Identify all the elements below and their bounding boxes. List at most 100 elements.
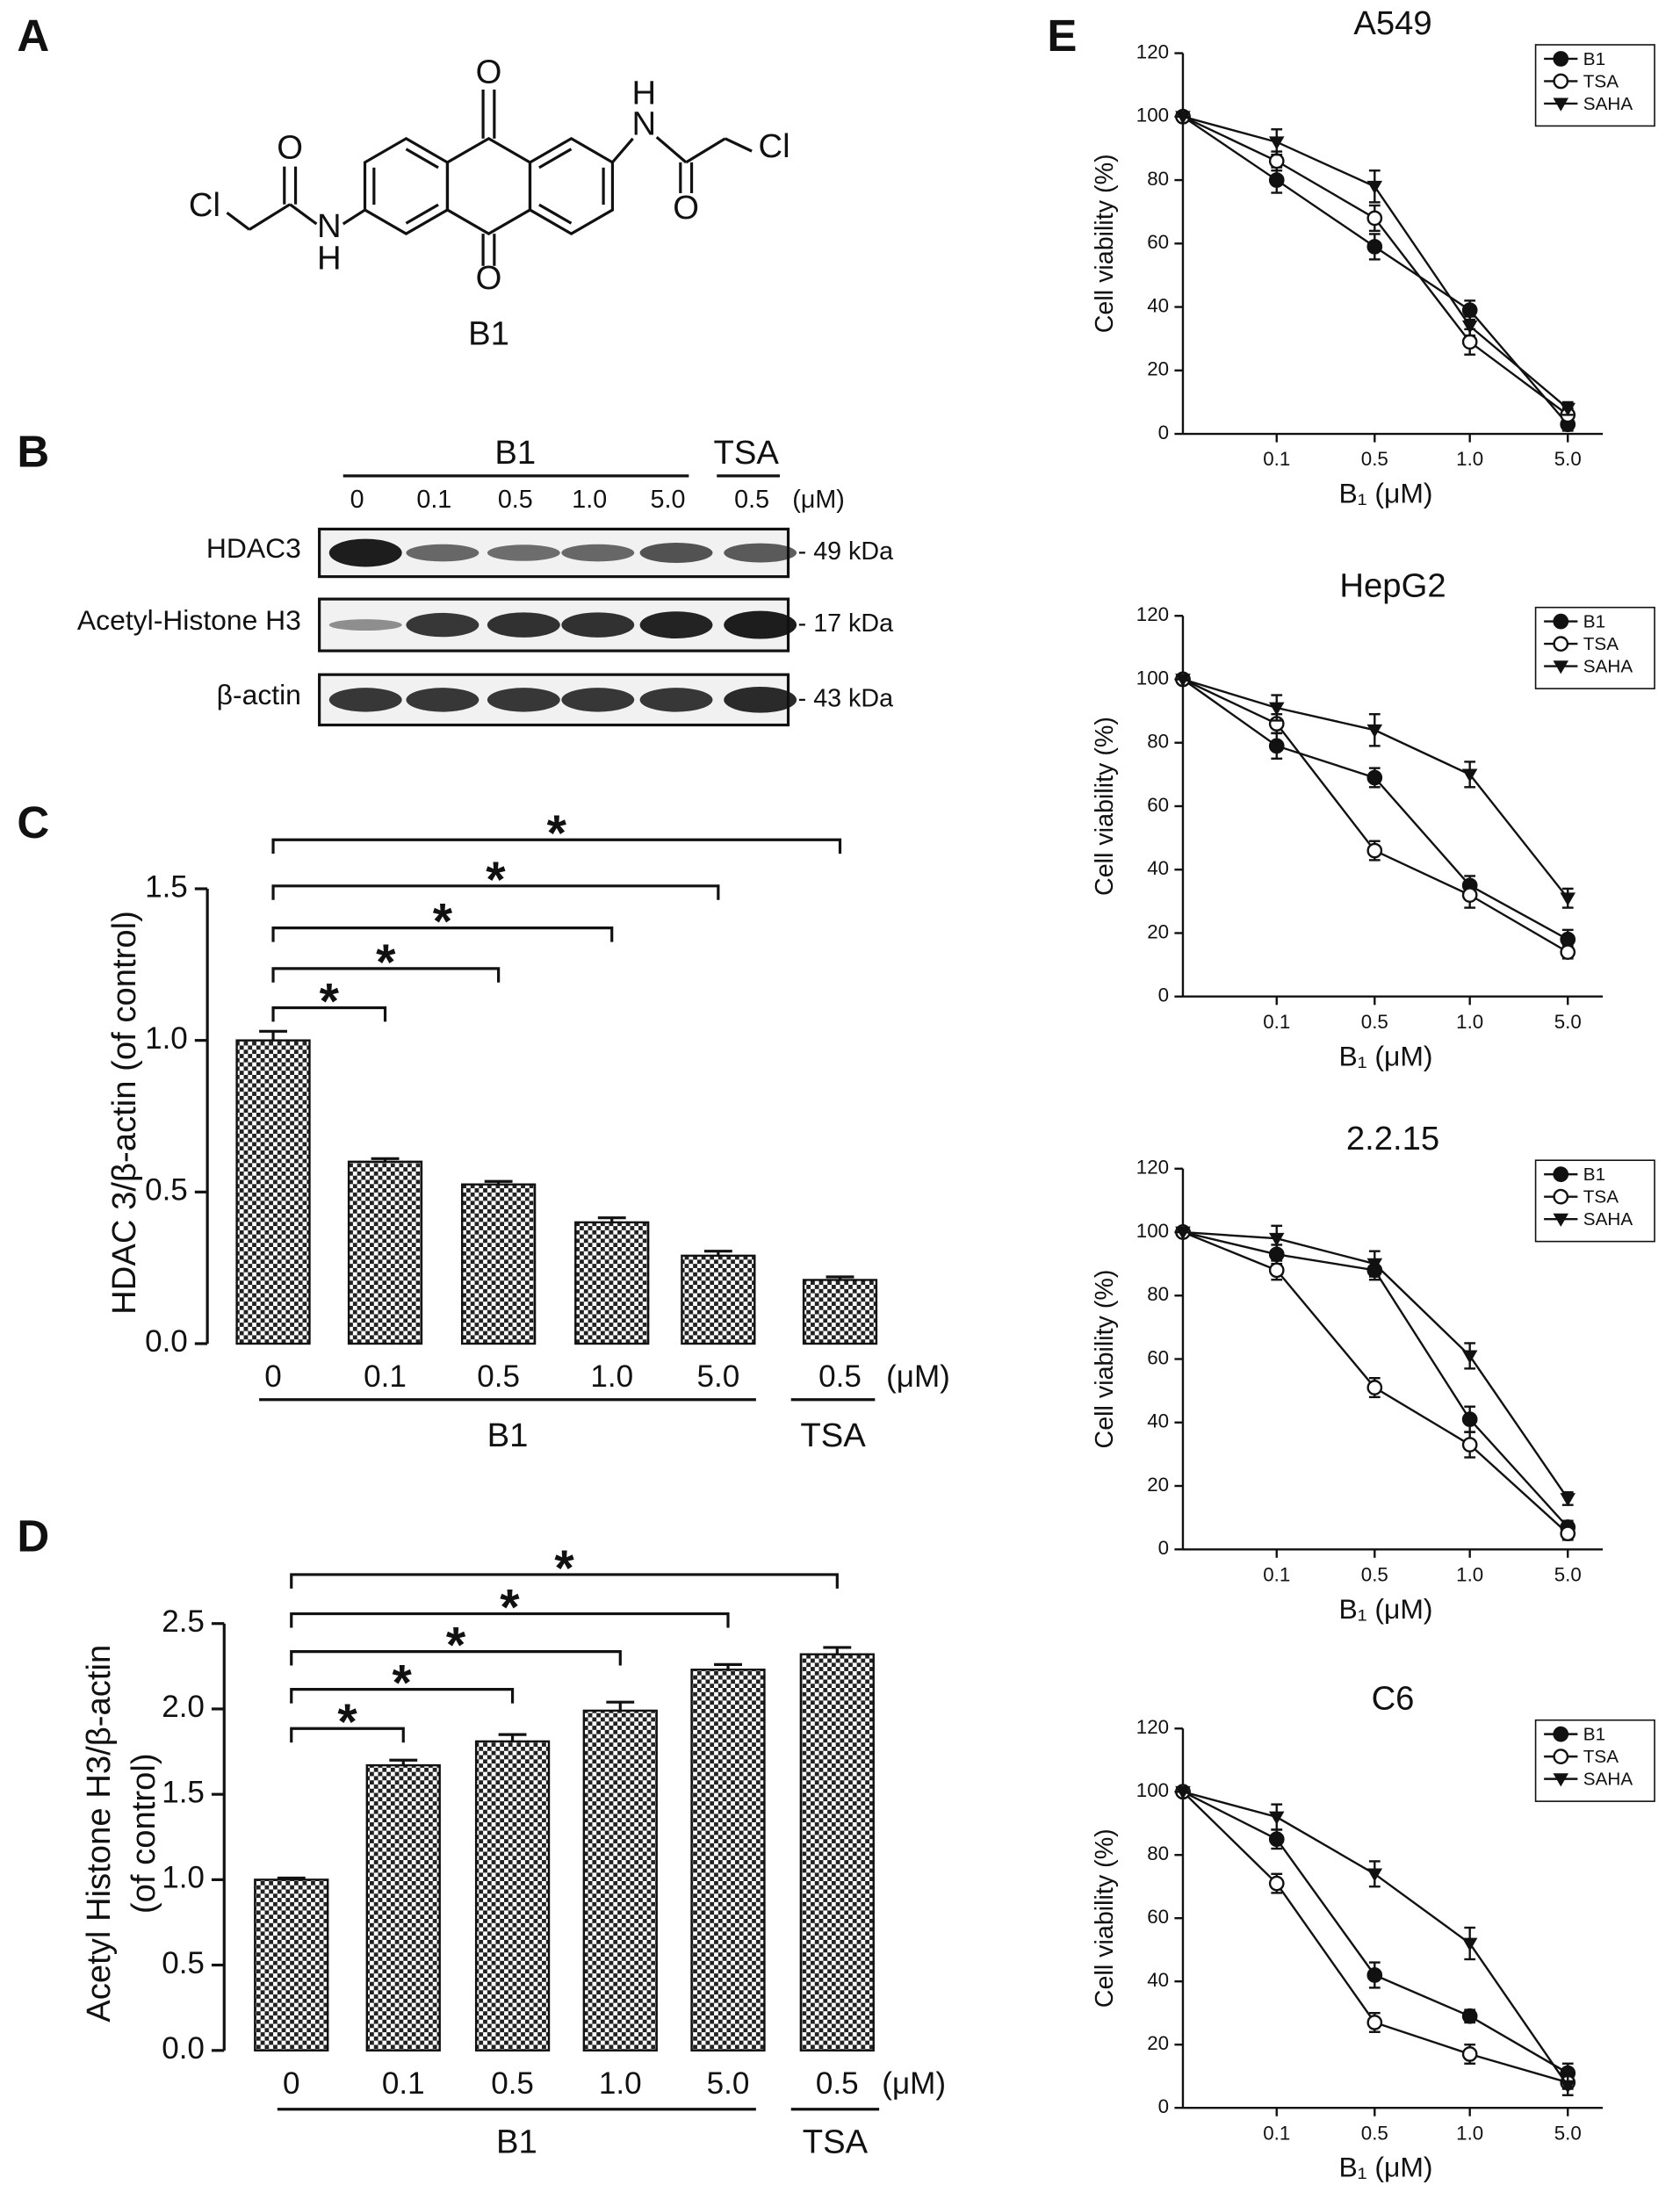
ring <box>363 136 449 235</box>
y-tick-label: 20 <box>1147 920 1169 942</box>
y-tick-label: 0.0 <box>145 1324 188 1359</box>
blot-size-label: - 43 kDa <box>798 684 893 712</box>
significance-label: * <box>486 852 506 908</box>
y-axis-label: Cell viability (%) <box>1091 717 1119 896</box>
data-point <box>1461 1937 1478 1951</box>
y-tick-label: 80 <box>1147 1283 1169 1305</box>
data-point <box>1268 738 1285 754</box>
data-point <box>1175 674 1191 688</box>
y-tick-label: 2.0 <box>162 1690 205 1724</box>
legend-marker <box>1553 660 1569 674</box>
x-tick-label: 1.0 <box>1456 1011 1483 1033</box>
x-tick-label: 5.0 <box>1554 2122 1582 2144</box>
chart-title: C6 <box>1372 1679 1415 1717</box>
significance-label: * <box>547 805 567 862</box>
blot-band <box>328 538 402 567</box>
x-axis-label: B₁ (μM) <box>1339 478 1433 509</box>
significance-bracket <box>290 1688 515 1704</box>
blot-group-label: B1 <box>494 434 536 472</box>
bond <box>538 148 573 169</box>
ring <box>528 136 615 235</box>
data-point <box>1560 892 1576 906</box>
y-tick-label: 120 <box>1136 1716 1169 1738</box>
significance-label: * <box>500 1580 520 1636</box>
data-point <box>1366 1380 1383 1395</box>
y-tick-label: 0 <box>1158 422 1169 443</box>
data-point <box>1268 1262 1285 1279</box>
legend-marker <box>1553 1726 1569 1742</box>
data-point <box>1175 1785 1191 1800</box>
y-tick-label: 80 <box>1147 1842 1169 1864</box>
series-line <box>1182 115 1569 425</box>
y-tick-label: 1.0 <box>145 1021 188 1056</box>
significance-bracket <box>290 1612 730 1628</box>
series-line <box>1182 115 1568 416</box>
y-tick-label: 40 <box>1147 294 1169 316</box>
bar <box>574 1221 650 1345</box>
chart-title: HepG2 <box>1339 566 1446 604</box>
legend-label: TSA <box>1583 1187 1619 1208</box>
bond <box>655 135 688 164</box>
bond <box>611 137 634 163</box>
data-point <box>1461 2046 1478 2062</box>
data-point <box>1461 1437 1478 1453</box>
y-tick-label: 40 <box>1147 1410 1169 1432</box>
bond <box>289 203 318 226</box>
lane-label: 5.0 <box>651 486 686 514</box>
bond <box>405 203 439 225</box>
legend-label: B1 <box>1583 1725 1605 1745</box>
blot-row-label: β-actin <box>217 679 301 710</box>
y-axis-label: Cell viability (%) <box>1091 1270 1119 1449</box>
atom-label: N <box>317 207 342 245</box>
legend-label: B1 <box>1583 1164 1605 1185</box>
legend-label: B1 <box>1583 49 1605 69</box>
blot-band <box>328 619 402 631</box>
legend-marker <box>1553 1213 1569 1227</box>
x-tick-label: 0.1 <box>1263 1011 1290 1033</box>
panel-label: A <box>17 11 49 61</box>
lane-label: 0.5 <box>498 486 533 514</box>
group-label: TSA <box>800 1417 866 1454</box>
significance-bracket <box>290 1573 839 1589</box>
lane-label: 1.0 <box>572 486 607 514</box>
blot-band <box>406 612 479 638</box>
blot-band <box>561 544 635 562</box>
panel-label: D <box>17 1511 49 1561</box>
x-tick-label: 5.0 <box>1554 448 1582 470</box>
legend-label: SAHA <box>1583 1770 1633 1790</box>
y-tick-label: 0.5 <box>145 1173 188 1208</box>
x-axis-label: B₁ (μM) <box>1339 1593 1433 1625</box>
bar <box>582 1709 658 2052</box>
blot-band <box>724 610 797 639</box>
bond <box>226 211 250 231</box>
bar <box>235 1039 311 1345</box>
x-tick-label: 0.1 <box>1263 1563 1290 1585</box>
y-tick-label: 120 <box>1136 1157 1169 1179</box>
y-tick-label: 80 <box>1147 731 1169 753</box>
series-line <box>1182 115 1569 410</box>
data-point <box>1268 136 1285 150</box>
x-tick-label: 0.1 <box>1263 2122 1290 2144</box>
legend-label: SAHA <box>1583 657 1633 677</box>
series-line <box>1182 678 1569 899</box>
atom-label: O <box>673 189 699 227</box>
panel-label: B <box>17 426 49 476</box>
x-axis-label: B₁ (μM) <box>1339 1040 1433 1071</box>
y-tick-label: 120 <box>1136 40 1169 62</box>
x-tick-label: 0.5 <box>491 2066 534 2101</box>
data-point <box>1461 302 1478 319</box>
data-point <box>1268 1811 1285 1825</box>
blot-band <box>487 612 560 638</box>
x-tick-label: 0.5 <box>818 1359 862 1394</box>
blot-size-label: - 49 kDa <box>798 537 893 566</box>
y-tick-label: 0 <box>1158 1537 1169 1559</box>
y-tick-label: 100 <box>1136 667 1169 689</box>
legend-marker <box>1553 1749 1569 1764</box>
y-tick-label: 60 <box>1147 794 1169 816</box>
legend-marker <box>1553 51 1569 67</box>
data-point <box>1366 239 1383 255</box>
x-tick-label: 1.0 <box>599 2066 642 2101</box>
blot-band <box>561 688 635 712</box>
bond <box>342 208 366 226</box>
y-tick-label: 0.0 <box>162 2031 205 2066</box>
